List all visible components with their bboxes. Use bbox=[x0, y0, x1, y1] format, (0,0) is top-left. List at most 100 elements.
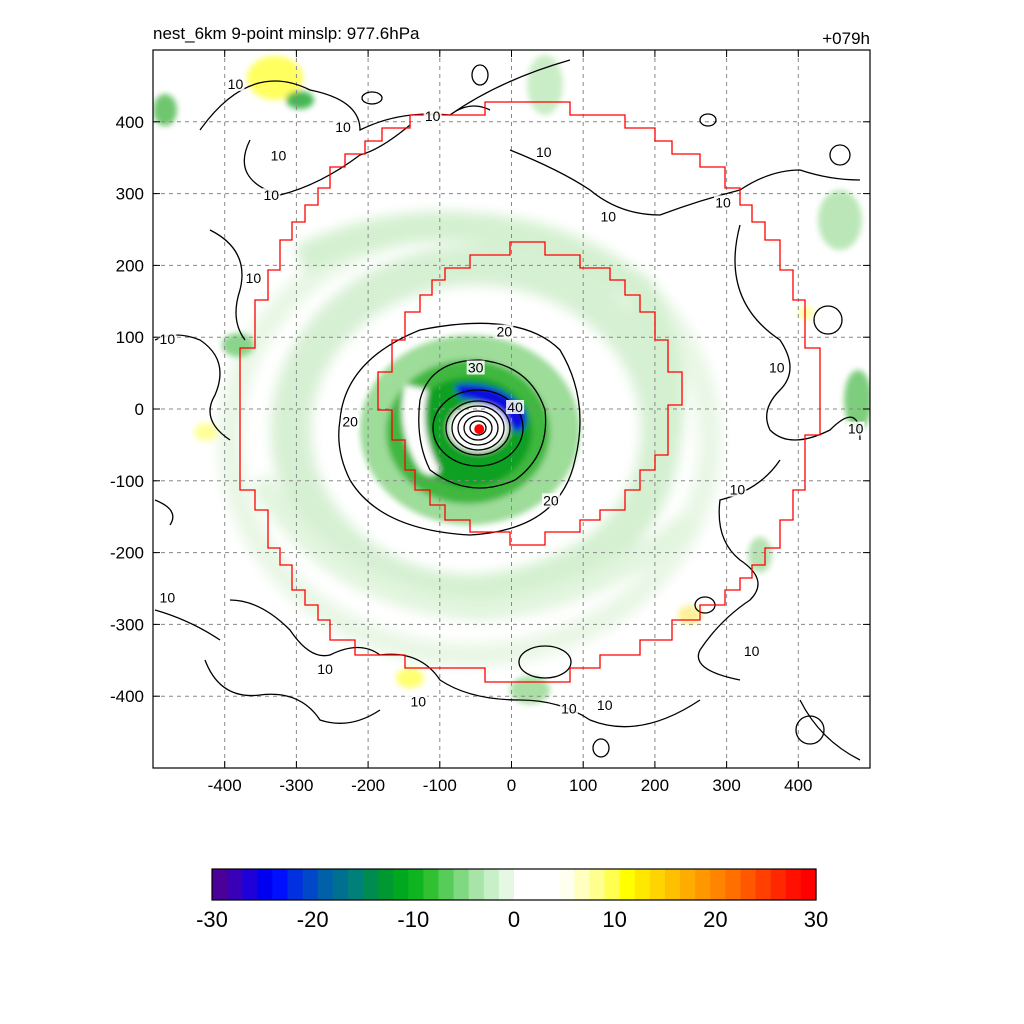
colorbar-swatch bbox=[498, 869, 515, 900]
colorbar-tick-label: -20 bbox=[297, 907, 329, 932]
x-tick-label: 200 bbox=[641, 776, 669, 795]
contour-label: 20 bbox=[497, 324, 513, 340]
contour-label: 10 bbox=[411, 693, 427, 709]
x-tick-label: 0 bbox=[507, 776, 516, 795]
contour-10-island-8 bbox=[471, 64, 489, 86]
contour-10-southeast bbox=[697, 459, 781, 681]
contour-label-bg bbox=[714, 195, 733, 210]
colorbar-swatch bbox=[710, 869, 726, 900]
colorbar-swatch bbox=[785, 869, 802, 900]
contour-label-bg bbox=[269, 148, 288, 163]
contour-label: 10 bbox=[601, 209, 617, 225]
contour-label-bg bbox=[158, 590, 177, 605]
contour-label-bg bbox=[534, 145, 553, 160]
colorbar-swatch bbox=[272, 869, 289, 900]
x-tick-label: 300 bbox=[712, 776, 740, 795]
y-tick-label: -200 bbox=[110, 544, 144, 563]
x-tick-label: 400 bbox=[784, 776, 812, 795]
shading-patch-green-n bbox=[527, 55, 563, 115]
colorbar-labels: -30 -20 -10 0 10 20 30 bbox=[196, 907, 828, 932]
storm-center-marker bbox=[474, 424, 485, 435]
shading-patch-yellow-s bbox=[396, 668, 424, 688]
colorbar-tick-label: 30 bbox=[804, 907, 828, 932]
contour-10-southwest bbox=[154, 499, 381, 724]
shading-white-arc bbox=[402, 385, 440, 475]
contour-label: 10 bbox=[848, 421, 864, 437]
contour-10-island-3 bbox=[813, 305, 843, 335]
contour-10-island-9 bbox=[795, 715, 825, 745]
contour-label: 10 bbox=[730, 482, 746, 498]
colorbar-swatches bbox=[212, 869, 817, 900]
colorbar-swatch bbox=[514, 869, 530, 900]
colorbar-swatch bbox=[393, 869, 409, 900]
y-tick-label: -100 bbox=[110, 472, 144, 491]
contour-label-bg bbox=[541, 493, 560, 508]
contour-label-bg bbox=[262, 188, 281, 203]
colorbar-swatch bbox=[680, 869, 696, 900]
y-tick-label: -400 bbox=[110, 687, 144, 706]
contour-label: 10 bbox=[264, 187, 280, 203]
contour-label: 40 bbox=[507, 399, 523, 415]
colorbar-swatch bbox=[332, 869, 349, 900]
colorbar-swatch bbox=[529, 869, 545, 900]
colorbar-swatch bbox=[317, 869, 334, 900]
contour-label: 10 bbox=[228, 76, 244, 92]
shading-patch-yellow-w bbox=[194, 423, 218, 441]
contour-10-northwest bbox=[243, 124, 411, 196]
shading-patch-green-e bbox=[844, 370, 870, 430]
contour-20 bbox=[338, 322, 581, 536]
contour-label: 10 bbox=[597, 697, 613, 713]
x-tick-label: 100 bbox=[569, 776, 597, 795]
chart-title: nest_6km 9-point minslp: 977.6hPa bbox=[153, 24, 420, 43]
colorbar-tick-label: -10 bbox=[397, 907, 429, 932]
contour-core-5 bbox=[469, 420, 487, 436]
contour-label: 10 bbox=[271, 148, 287, 164]
colorbar-swatch bbox=[483, 869, 500, 900]
colorbar-swatch bbox=[649, 869, 666, 900]
colorbar-swatch bbox=[725, 869, 742, 900]
colorbar-swatch bbox=[800, 869, 817, 900]
contour-label-bg bbox=[316, 662, 335, 677]
shading-patch-green-w bbox=[153, 94, 177, 126]
contour-label-bg bbox=[846, 421, 865, 436]
contour-label: 10 bbox=[715, 194, 731, 210]
contour-10-south bbox=[229, 599, 861, 761]
x-tick-label: -400 bbox=[208, 776, 242, 795]
contour-label-bg bbox=[466, 360, 485, 375]
contour-label-bg bbox=[423, 109, 442, 124]
contour-lines bbox=[154, 59, 861, 761]
colorbar-swatch bbox=[453, 869, 470, 900]
analysis-boundaries bbox=[239, 101, 821, 683]
colorbar-swatch bbox=[302, 869, 319, 900]
plot-area: 10 10 10 10 10 10 10 10 10 10 10 10 10 10 10 10 10 10 10 20… bbox=[110, 49, 871, 795]
colorbar-swatch bbox=[438, 869, 455, 900]
contour-label-bg bbox=[226, 76, 245, 91]
colorbar-swatch bbox=[544, 869, 560, 900]
colorbar-swatch bbox=[257, 869, 273, 900]
contour-label-bg bbox=[158, 331, 177, 346]
forecast-hour-label: +079h bbox=[822, 29, 870, 48]
outer-boundary bbox=[239, 101, 821, 683]
shading-patch-yellow-se bbox=[678, 605, 702, 625]
contour-label: 10 bbox=[335, 119, 351, 135]
colorbar-frame bbox=[211, 868, 817, 901]
colorbar-swatch bbox=[287, 869, 304, 900]
shading-patch-yellow-nw bbox=[247, 56, 303, 100]
shading-patch-green-se bbox=[748, 537, 772, 573]
contour-10-east bbox=[734, 224, 861, 441]
y-tick-label: 300 bbox=[116, 185, 144, 204]
contour-label-bg bbox=[767, 360, 786, 375]
contour-label: 10 bbox=[160, 589, 176, 605]
contour-core-3 bbox=[457, 410, 499, 446]
colorbar-swatch bbox=[740, 869, 757, 900]
contour-10-northeast bbox=[509, 149, 861, 216]
shading-patch-green-nw bbox=[286, 91, 314, 109]
contour-label-bg bbox=[742, 644, 761, 659]
colorbar-swatch bbox=[604, 869, 621, 900]
contour-label: 10 bbox=[425, 108, 441, 124]
colorbar-swatch bbox=[423, 869, 440, 900]
colorbar-swatch bbox=[468, 869, 485, 900]
contour-10-island-7 bbox=[518, 645, 572, 679]
inner-boundary bbox=[377, 241, 683, 546]
contour-label-bg bbox=[595, 697, 614, 712]
